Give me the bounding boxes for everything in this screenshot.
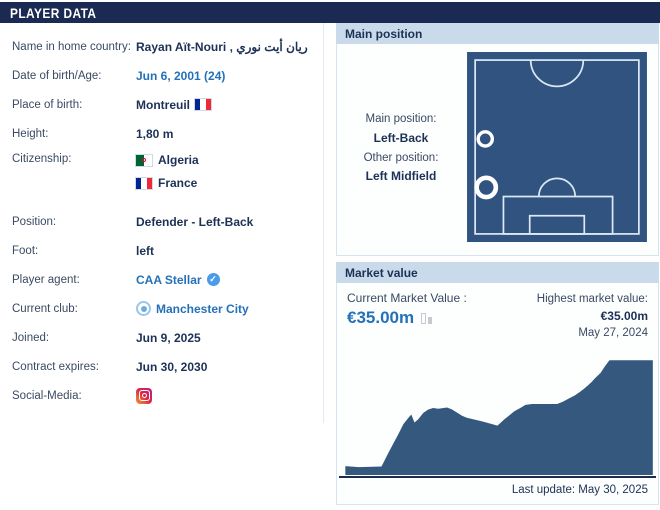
position-summary: Main position: Left-Back Other position:… bbox=[337, 111, 465, 188]
info-row-club: Current club: Manchester City bbox=[12, 294, 323, 323]
page-header: PLAYER DATA bbox=[0, 2, 660, 23]
highest-market-value-date: May 27, 2024 bbox=[578, 327, 648, 340]
current-market-value-block: Current Market Value : €35.00m bbox=[347, 291, 467, 342]
france-flag-icon bbox=[136, 177, 152, 189]
page-title: PLAYER DATA bbox=[10, 4, 97, 21]
row-label: Date of birth/Age: bbox=[12, 69, 102, 82]
row-label: Current club: bbox=[12, 302, 78, 315]
highest-market-value-block: Highest market value: €35.00m May 27, 20… bbox=[537, 291, 648, 342]
birthdate-link[interactable]: Jun 6, 2001 (24) bbox=[136, 68, 226, 83]
manchester-city-badge-icon bbox=[136, 301, 151, 316]
other-position-marker bbox=[476, 130, 495, 148]
other-position-value: Left Midfield bbox=[365, 168, 437, 183]
main-position-header: Main position bbox=[336, 23, 659, 44]
info-row-position: Position: Defender - Left-Back bbox=[12, 207, 323, 236]
contract-expires-value: Jun 30, 2030 bbox=[136, 359, 208, 374]
info-row-social: Social-Media: bbox=[12, 381, 323, 410]
birthplace-value: Montreuil bbox=[136, 98, 211, 112]
row-label: Height: bbox=[12, 127, 49, 140]
info-row-joined: Joined: Jun 9, 2025 bbox=[12, 323, 323, 352]
algeria-flag-icon bbox=[136, 154, 152, 166]
market-value-chart-svg bbox=[345, 359, 653, 475]
main-position-panel: Main position Main position: Left-Back O… bbox=[336, 23, 659, 256]
info-row-citizenship: Citizenship: Algeria France bbox=[12, 148, 323, 207]
height-value: 1,80 m bbox=[136, 126, 174, 141]
market-value-header: Market value bbox=[336, 262, 659, 283]
player-name-value: Rayan Aït-Nouri , ريان أيت نوري bbox=[136, 39, 308, 54]
citizenship-france: France bbox=[136, 176, 199, 190]
row-label: Position: bbox=[12, 215, 57, 228]
joined-value: Jun 9, 2025 bbox=[136, 330, 201, 345]
current-club-link[interactable]: Manchester City bbox=[156, 301, 249, 316]
main-position-label: Main position: bbox=[365, 113, 437, 126]
france-flag-icon bbox=[195, 99, 211, 110]
info-row-name: Name in home country: Rayan Aït-Nouri , … bbox=[12, 32, 323, 61]
current-market-value-label: Current Market Value : bbox=[347, 291, 467, 305]
row-label: Social-Media: bbox=[12, 389, 82, 402]
row-label: Joined: bbox=[12, 331, 50, 344]
player-info-list: Name in home country: Rayan Aït-Nouri , … bbox=[0, 23, 324, 423]
market-value-graph-icon[interactable] bbox=[421, 312, 432, 324]
info-row-contract: Contract expires: Jun 30, 2030 bbox=[12, 352, 323, 381]
row-label: Contract expires: bbox=[12, 360, 99, 373]
main-position-value: Left-Back bbox=[373, 130, 429, 145]
info-row-birthdate: Date of birth/Age: Jun 6, 2001 (24) bbox=[12, 61, 323, 90]
foot-value: left bbox=[136, 243, 154, 258]
row-label: Place of birth: bbox=[12, 98, 83, 111]
row-label: Player agent: bbox=[12, 273, 80, 286]
agent-link[interactable]: CAA Stellar bbox=[136, 272, 202, 287]
instagram-icon[interactable] bbox=[136, 387, 152, 404]
info-row-birthplace: Place of birth: Montreuil bbox=[12, 90, 323, 119]
row-label: Name in home country: bbox=[12, 40, 131, 53]
current-market-value[interactable]: €35.00m bbox=[347, 308, 415, 327]
main-position-marker bbox=[474, 175, 499, 200]
highest-market-value: €35.00m bbox=[600, 308, 648, 323]
info-row-agent: Player agent: CAA Stellar ✓ bbox=[12, 265, 323, 294]
verified-badge-icon: ✓ bbox=[206, 273, 220, 286]
last-update-text: Last update: May 30, 2025 bbox=[511, 483, 648, 496]
row-label: Citizenship: bbox=[12, 153, 72, 165]
market-value-chart[interactable] bbox=[339, 346, 656, 478]
highest-market-value-label: Highest market value: bbox=[536, 293, 648, 305]
citizenship-algeria: Algeria bbox=[136, 153, 199, 167]
pitch-diagram bbox=[467, 52, 647, 247]
market-value-panel: Market value Current Market Value : €35.… bbox=[336, 262, 659, 505]
position-value: Defender - Left-Back bbox=[136, 214, 254, 229]
row-label: Foot: bbox=[12, 244, 39, 257]
info-row-foot: Foot: left bbox=[12, 236, 323, 265]
info-row-height: Height: 1,80 m bbox=[12, 119, 323, 148]
other-position-label: Other position: bbox=[363, 151, 439, 164]
